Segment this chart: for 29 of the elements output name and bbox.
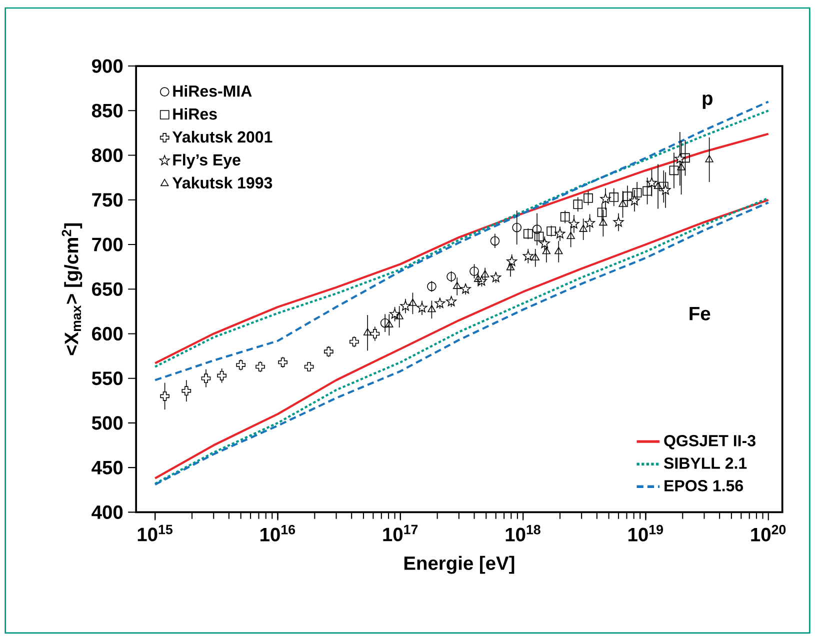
y-tick-label: 850 bbox=[92, 104, 123, 118]
y-tick-label: 550 bbox=[92, 371, 123, 386]
y-tick-label: 400 bbox=[92, 505, 123, 519]
legend-label: SIBYLL 2.1 bbox=[664, 457, 747, 469]
y-tick-label: 650 bbox=[92, 282, 123, 296]
y-axis-title: <X$_{max}$> [g/cm$^{2}$] bbox=[62, 223, 82, 355]
legend-label: QGSJET II-3 bbox=[664, 434, 756, 450]
y-tick-label: 800 bbox=[92, 148, 123, 162]
x-axis-title: Energie [eV] bbox=[404, 556, 514, 574]
x-tick-label: 10$^{16}$ bbox=[260, 524, 296, 542]
annotation: p bbox=[702, 94, 712, 109]
annotation: Fe bbox=[690, 306, 710, 320]
y-tick-label: 900 bbox=[92, 59, 123, 73]
legend-label: Fly’s Eye bbox=[173, 154, 240, 169]
legend-label: Yakutsk 2001 bbox=[172, 130, 272, 143]
y-tick-label: 450 bbox=[92, 460, 123, 474]
legend-label: EPOS 1.56 bbox=[664, 480, 744, 492]
x-tick-label: 10$^{19}$ bbox=[628, 524, 663, 542]
legend-label: HiRes bbox=[173, 108, 217, 120]
legend-label: Yakutsk 1993 bbox=[172, 176, 272, 188]
x-tick-label: 10$^{20}$ bbox=[751, 524, 786, 542]
y-tick-label: 600 bbox=[92, 326, 123, 340]
x-tick-label: 10$^{18}$ bbox=[506, 524, 540, 542]
y-tick-label: 700 bbox=[92, 238, 123, 252]
x-tick-label: 10$^{15}$ bbox=[138, 524, 172, 542]
x-tick-label: 10$^{17}$ bbox=[383, 524, 418, 542]
y-tick-label: 750 bbox=[92, 192, 123, 207]
y-tick-label: 500 bbox=[92, 416, 123, 430]
legend-label: HiRes-MIA bbox=[173, 84, 252, 97]
